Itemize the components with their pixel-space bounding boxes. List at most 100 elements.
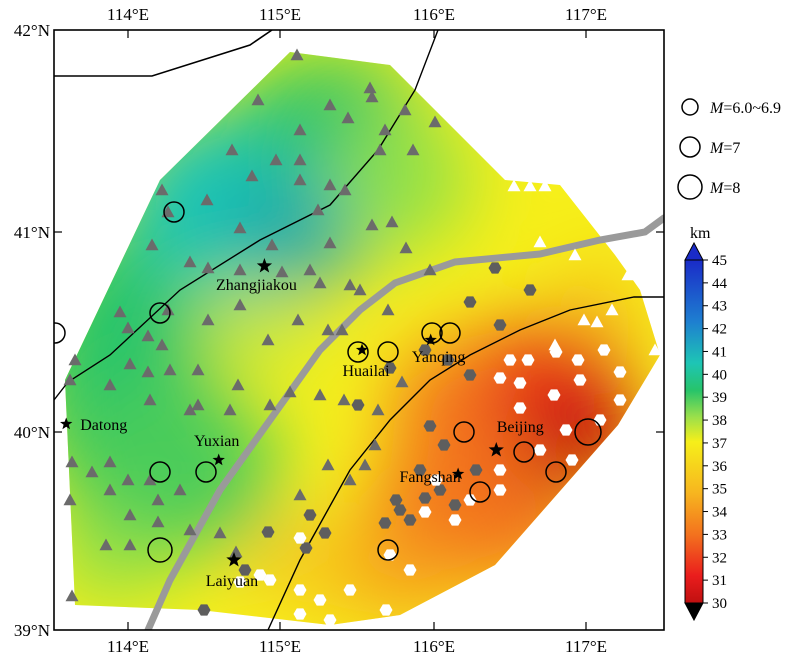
station-triangle (507, 179, 521, 192)
earthquake-circle (513, 441, 535, 463)
station-hexagon (423, 420, 437, 432)
earthquake-circle (347, 341, 369, 363)
basemap-lines (54, 30, 664, 630)
station-triangle (143, 473, 157, 486)
station-hexagon (418, 492, 432, 504)
station-hexagon (549, 346, 563, 358)
station-triangle (123, 538, 137, 551)
lon-label-115-top: 115°E (259, 5, 301, 24)
lon-label-114-bottom: 114°E (107, 637, 149, 656)
station-triangle (577, 313, 591, 326)
station-triangle (385, 215, 399, 228)
earthquake-markers (54, 201, 602, 563)
station-triangle (155, 183, 169, 196)
station-triangle (590, 315, 604, 328)
station-triangle (311, 203, 325, 216)
magnitude-legend: M=6.0~6.9 M=7 M=8 (677, 98, 781, 200)
station-triangle (233, 263, 247, 276)
station-triangle (85, 465, 99, 478)
legend-circle-m8 (677, 174, 703, 200)
colorbar-tick-39: 39 (712, 390, 727, 406)
station-triangle (365, 90, 379, 103)
station-triangle (265, 238, 279, 251)
station-hexagon (613, 394, 627, 406)
station-hexagon (463, 494, 477, 506)
station-hexagon (343, 584, 357, 596)
station-triangle (103, 378, 117, 391)
station-hexagon (393, 504, 407, 516)
station-hexagon (469, 464, 483, 476)
station-triangle (428, 115, 442, 128)
lon-label-117-top: 117°E (565, 5, 607, 24)
station-triangle (123, 508, 137, 521)
station-triangle (323, 236, 337, 249)
earthquake-circle (377, 539, 399, 561)
colorbar-tick-38: 38 (712, 413, 727, 429)
station-triangle (621, 268, 635, 281)
station-hexagon (263, 574, 277, 586)
station-triangle (363, 81, 377, 94)
station-hexagon (523, 284, 537, 296)
station-hexagon (441, 354, 455, 366)
station-triangle (323, 178, 337, 191)
legend-circle-m6 (681, 98, 699, 116)
city-label-fangshan: Fangshan (399, 469, 460, 486)
earthquake-circle (149, 302, 171, 324)
station-triangle (338, 183, 352, 196)
station-triangle (121, 473, 135, 486)
station-triangle (251, 93, 265, 106)
station-triangle (65, 455, 79, 468)
lon-label-116-top: 116°E (413, 5, 455, 24)
legend-label-m7: M=7 (709, 140, 740, 157)
station-triangle (283, 385, 297, 398)
station-triangle (399, 241, 413, 254)
station-triangle (213, 526, 227, 539)
station-triangle (223, 403, 237, 416)
city-label-zhangjiakou: Zhangjiakou (216, 277, 297, 294)
city-star-yanqing (424, 333, 437, 346)
station-triangle (371, 403, 385, 416)
station-hexagon (533, 444, 547, 456)
lat-label-39: 39°N (14, 621, 50, 640)
station-triangle (648, 343, 662, 356)
station-triangle (103, 483, 117, 496)
station-triangle (343, 473, 357, 486)
station-hexagon (299, 542, 313, 554)
city-star-zhangjiakou (256, 258, 273, 273)
city-star-laiyuan (226, 552, 242, 567)
station-triangle (65, 589, 79, 602)
station-triangle (290, 48, 304, 61)
station-triangle (358, 458, 372, 471)
station-hexagon (418, 344, 432, 356)
station-triangle (313, 388, 327, 401)
station-triangle (183, 255, 197, 268)
station-hexagon (253, 569, 267, 581)
station-triangle (335, 323, 349, 336)
station-triangle (233, 298, 247, 311)
earthquake-circle (147, 537, 173, 563)
station-hexagon (613, 366, 627, 378)
earthquake-circle (163, 201, 185, 223)
station-triangle (183, 403, 197, 416)
lat-label-42: 42°N (14, 21, 50, 40)
station-triangle (337, 393, 351, 406)
station-triangle (293, 123, 307, 136)
colorbar-tick-40: 40 (712, 367, 727, 383)
station-hexagon (293, 532, 307, 544)
station-triangle (113, 305, 127, 318)
station-triangle (533, 235, 547, 248)
legend-circle-m7 (679, 136, 701, 158)
station-hexagon (293, 608, 307, 620)
station-hexagon (418, 506, 432, 518)
station-hexagon (503, 354, 517, 366)
station-hexagon (261, 526, 275, 538)
station-triangle (229, 545, 243, 558)
station-triangle (275, 265, 289, 278)
colorbar-tick-42: 42 (712, 322, 727, 338)
lon-label-116-bottom: 116°E (413, 637, 455, 656)
colorbar-tick-45: 45 (712, 253, 727, 269)
station-triangle (68, 353, 82, 366)
depth-colorbar: km 45 44 43 42 41 40 39 38 37 36 35 34 33 32 31 30 (684, 225, 728, 622)
station-hexagon (403, 514, 417, 526)
